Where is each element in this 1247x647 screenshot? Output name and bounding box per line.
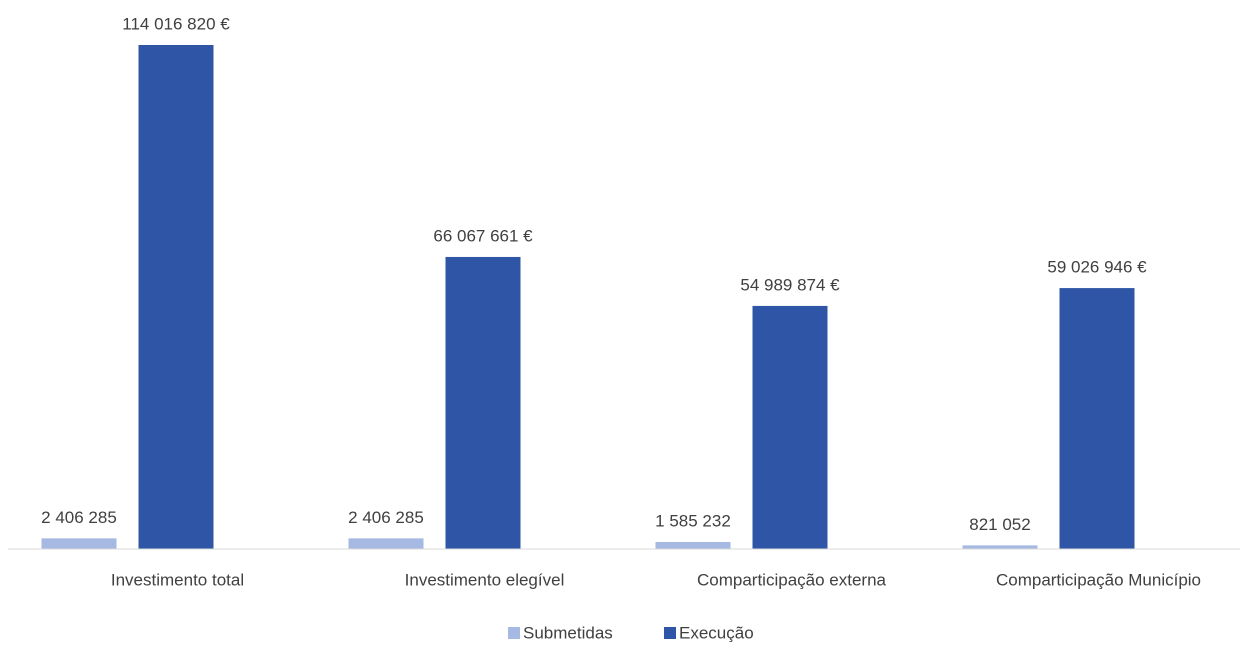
- data-label: 66 067 661 €: [433, 226, 533, 245]
- x-tick-label: Comparticipação Município: [996, 570, 1201, 589]
- x-tick-label: Investimento total: [111, 570, 244, 589]
- bar: [962, 545, 1038, 549]
- data-label: 1 585 232: [655, 511, 731, 530]
- data-label: 54 989 874 €: [740, 275, 840, 294]
- x-tick-label: Comparticipação externa: [697, 570, 887, 589]
- bar: [1059, 288, 1135, 549]
- legend-swatch: [508, 627, 520, 639]
- bar: [445, 256, 521, 549]
- bar: [41, 538, 117, 549]
- data-label: 59 026 946 €: [1047, 258, 1147, 277]
- bar: [752, 305, 828, 549]
- data-label: 2 406 285: [41, 508, 117, 527]
- bar: [655, 541, 731, 549]
- data-label: 821 052: [969, 515, 1030, 534]
- legend-label: Submetidas: [523, 623, 613, 642]
- data-label: 2 406 285: [348, 508, 424, 527]
- bar: [348, 538, 424, 549]
- legend-swatch: [664, 627, 676, 639]
- x-tick-label: Investimento elegível: [405, 570, 565, 589]
- data-label: 114 016 820 €: [122, 14, 230, 33]
- legend-label: Execução: [679, 623, 754, 642]
- bar: [138, 45, 214, 549]
